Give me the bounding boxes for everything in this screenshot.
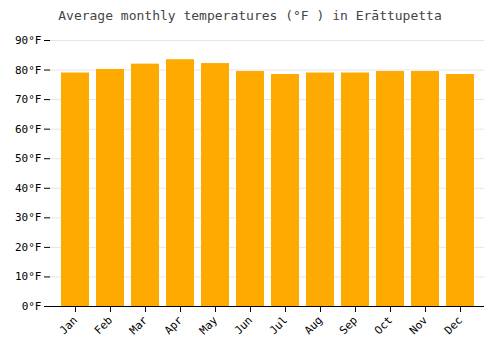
svg-text:40°F: 40°F: [15, 182, 42, 195]
svg-text:Jul: Jul: [267, 314, 290, 337]
svg-text:0°F: 0°F: [22, 300, 42, 313]
svg-text:80°F: 80°F: [15, 64, 42, 77]
svg-text:May: May: [197, 313, 221, 337]
svg-text:Dec: Dec: [442, 314, 465, 337]
svg-text:Oct: Oct: [372, 314, 395, 337]
svg-text:Sep: Sep: [337, 314, 360, 337]
svg-text:Jan: Jan: [57, 314, 80, 337]
svg-text:30°F: 30°F: [15, 211, 42, 224]
svg-text:Mar: Mar: [127, 313, 151, 337]
svg-text:Feb: Feb: [92, 314, 115, 337]
html-text:Average monthly temperatures (: Average monthly temperatures (°F ) in Er…: [58, 8, 442, 23]
svg-text:20°F: 20°F: [15, 241, 42, 254]
svg-text:Nov: Nov: [407, 313, 431, 337]
svg-text:Apr: Apr: [162, 313, 186, 337]
svg-text:60°F: 60°F: [15, 123, 42, 136]
svg-text:10°F: 10°F: [15, 270, 42, 283]
svg-text:90°F: 90°F: [15, 34, 42, 47]
svg-text:70°F: 70°F: [15, 93, 42, 106]
svg-text:Aug: Aug: [302, 314, 325, 337]
svg-text:Jun: Jun: [232, 314, 255, 337]
svg-text:50°F: 50°F: [15, 152, 42, 165]
